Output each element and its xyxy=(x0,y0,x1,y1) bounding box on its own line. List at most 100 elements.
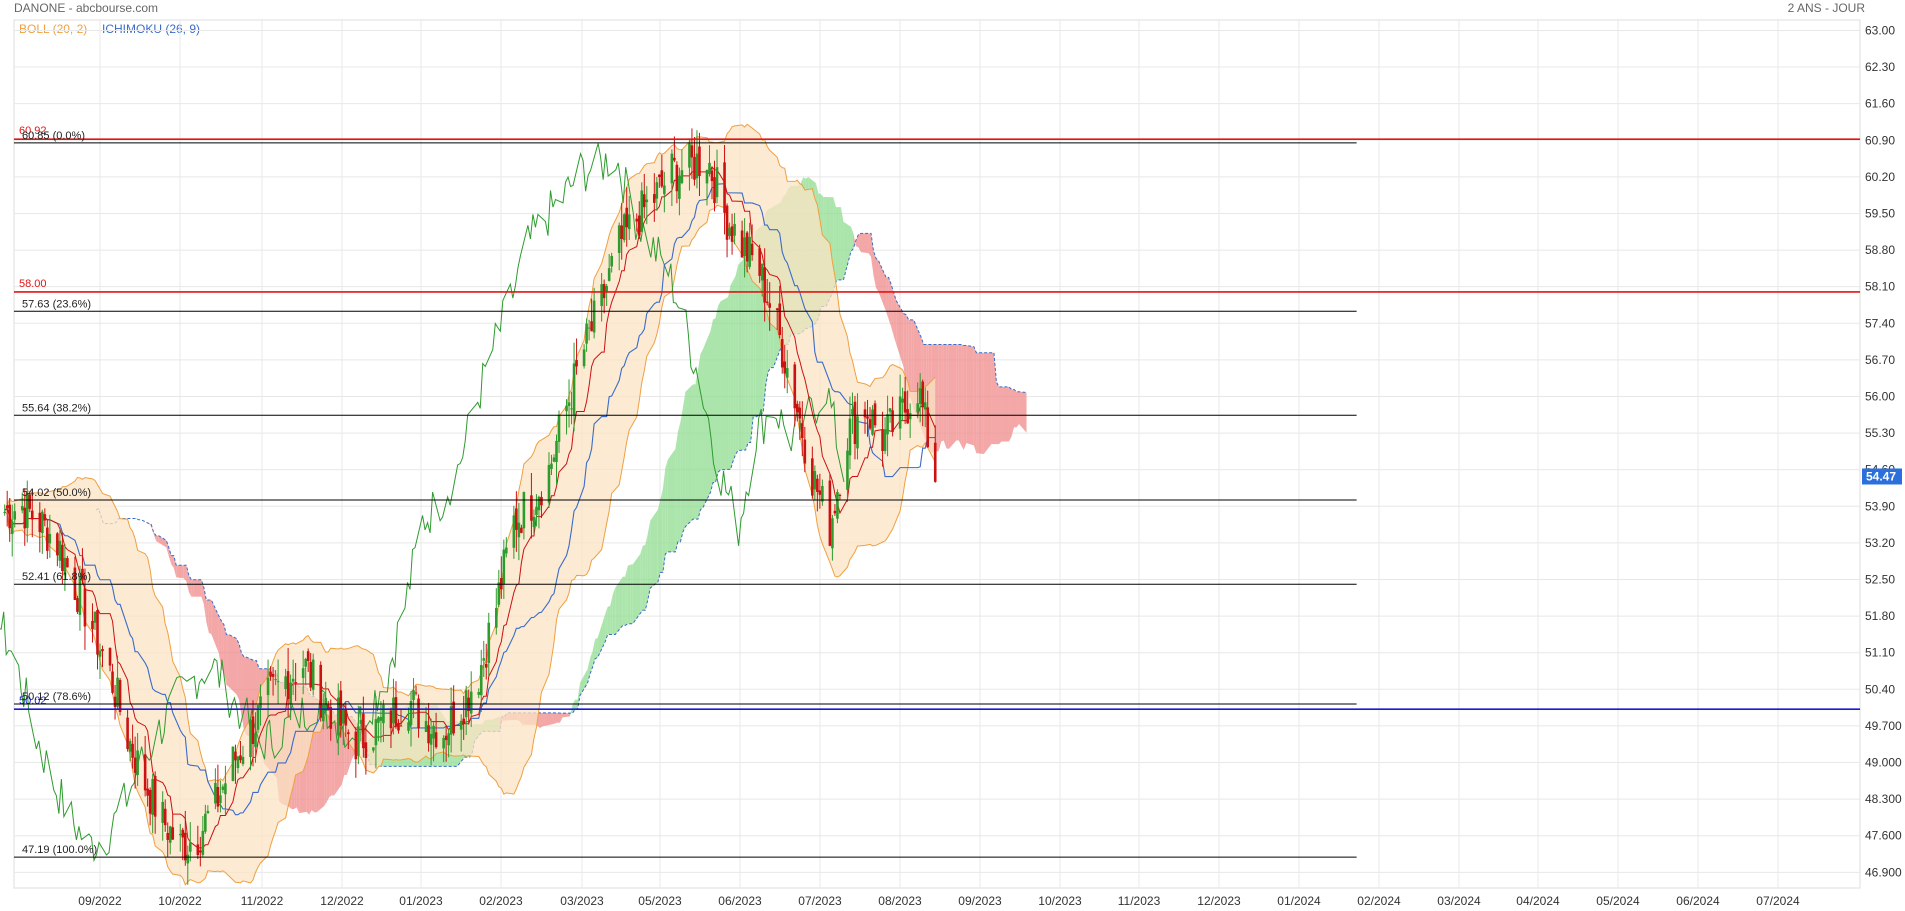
candle-body xyxy=(354,731,358,760)
candle-body xyxy=(838,494,842,496)
candle-body xyxy=(570,408,573,410)
kumo-segment xyxy=(208,600,212,635)
candle-body xyxy=(933,442,937,482)
candle-body xyxy=(254,732,257,748)
candle-body xyxy=(126,717,129,749)
kumo-segment xyxy=(838,207,841,280)
candle-body xyxy=(462,718,465,724)
candle-body xyxy=(572,363,576,416)
kumo-segment xyxy=(211,600,219,654)
candle-body xyxy=(148,789,152,814)
candle-body xyxy=(392,697,395,724)
kumo-segment xyxy=(580,669,588,696)
candle-body xyxy=(3,511,6,513)
candle-body xyxy=(46,527,49,551)
kumo-segment xyxy=(833,197,836,291)
candle-body xyxy=(517,522,521,538)
kumo-segment xyxy=(1019,391,1027,433)
candle-body xyxy=(713,177,716,204)
kumo-segment xyxy=(587,657,591,683)
kumo-segment xyxy=(996,382,999,445)
candle-body xyxy=(13,511,17,520)
bollinger-legend[interactable]: BOLL (20, 2) xyxy=(19,22,88,36)
candle-body xyxy=(502,549,506,585)
kumo-segment xyxy=(878,260,887,312)
kumo-segment xyxy=(243,656,247,736)
candle-body xyxy=(801,423,804,439)
candle-body xyxy=(690,145,694,158)
candle-body xyxy=(291,678,295,682)
candle-body xyxy=(625,207,629,228)
candle-body xyxy=(108,647,112,666)
candle-body xyxy=(658,174,661,178)
kumo-segment xyxy=(695,370,698,520)
candle-body xyxy=(585,323,588,344)
kumo-segment xyxy=(156,535,159,543)
kumo-segment xyxy=(610,594,613,635)
candle-body xyxy=(921,381,924,408)
kumo-segment xyxy=(860,233,869,254)
last-price-tag xyxy=(1862,468,1902,485)
candle-body xyxy=(795,403,799,413)
candle-body xyxy=(512,515,516,548)
kumo-segment xyxy=(158,535,167,548)
candle-body xyxy=(41,511,44,534)
candle-body xyxy=(733,223,736,236)
candle-body xyxy=(836,492,839,519)
candle-body xyxy=(131,743,134,758)
candle-body xyxy=(557,414,561,442)
candle-body xyxy=(602,283,606,299)
period-label[interactable]: 2 ANS - JOUR xyxy=(1787,1,1865,15)
kumo-segment xyxy=(148,523,152,527)
fibonacci-label: 55.64 (38.2%) xyxy=(22,402,91,414)
candle-body xyxy=(269,671,272,677)
kumo-segment xyxy=(896,300,904,368)
candle-body xyxy=(708,162,711,175)
candle-body xyxy=(306,651,310,661)
kumo-segment xyxy=(657,499,661,583)
y-tick-label: 56.70 xyxy=(1865,353,1895,367)
candle-body xyxy=(775,308,779,310)
kumo-segment xyxy=(728,285,731,470)
kumo-segment xyxy=(662,468,666,573)
candle-body xyxy=(249,719,252,758)
candle-body xyxy=(231,746,235,781)
candle-body xyxy=(600,284,603,307)
kumo-segment xyxy=(906,314,909,397)
kumo-segment xyxy=(943,344,947,449)
candle-body xyxy=(590,321,593,332)
candle-body xyxy=(151,779,154,815)
candle-body xyxy=(449,706,453,735)
candle-body xyxy=(25,492,29,528)
candle-body xyxy=(301,668,305,679)
candle-body xyxy=(379,716,383,721)
candle-body xyxy=(660,170,664,187)
kumo-segment xyxy=(976,352,979,454)
candle-body xyxy=(324,697,328,712)
kumo-segment xyxy=(697,353,701,520)
candle-body xyxy=(412,690,415,701)
x-tick-label: 12/2022 xyxy=(320,894,364,908)
candle-body xyxy=(83,588,87,627)
candle-body xyxy=(903,391,907,413)
kumo-segment xyxy=(978,352,982,454)
candle-body xyxy=(266,677,270,696)
ichimoku-legend[interactable]: ICHIMOKU (26, 9) xyxy=(102,22,201,36)
candle-body xyxy=(494,607,498,628)
candle-body xyxy=(663,185,666,195)
candle-body xyxy=(813,471,817,490)
x-tick-label: 08/2023 xyxy=(878,894,922,908)
kumo-segment xyxy=(966,345,974,446)
candle-body xyxy=(923,402,927,410)
x-tick-label: 10/2022 xyxy=(158,894,202,908)
kumo-segment xyxy=(946,344,949,449)
candle-body xyxy=(487,622,491,663)
y-tick-label: 63.00 xyxy=(1865,23,1895,37)
candle-body xyxy=(881,429,884,452)
candle-body xyxy=(582,349,586,367)
kumo-segment xyxy=(590,651,593,674)
y-tick-label: 53.20 xyxy=(1865,536,1895,550)
candle-body xyxy=(199,850,202,853)
candle-body xyxy=(637,215,641,236)
